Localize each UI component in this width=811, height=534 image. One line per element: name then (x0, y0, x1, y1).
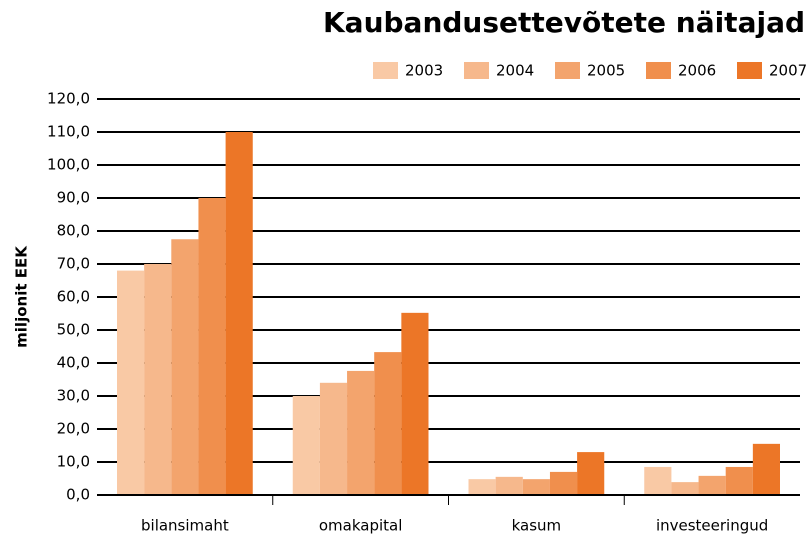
bar (117, 270, 145, 495)
bar (522, 479, 550, 495)
bar (319, 382, 348, 495)
bar (671, 482, 699, 495)
x-tick-label: kasum (512, 517, 562, 534)
bar (495, 476, 523, 495)
bar (725, 466, 753, 495)
x-tick-label: bilansimaht (141, 517, 229, 534)
legend-label: 2005 (587, 62, 625, 80)
legend-swatch (737, 62, 762, 79)
y-tick-label: 100,0 (47, 156, 90, 174)
y-tick-label: 10,0 (57, 453, 90, 471)
y-tick-label: 110,0 (47, 123, 90, 141)
y-tick-label: 70,0 (57, 255, 90, 273)
y-axis-label: miljonit EEK (13, 245, 31, 348)
y-tick-label: 20,0 (57, 420, 90, 438)
x-tick-label: omakapital (319, 517, 403, 534)
legend-swatch (464, 62, 489, 79)
legend-label: 2003 (405, 62, 443, 80)
legend-label: 2006 (678, 62, 716, 80)
bar (549, 471, 578, 495)
bar (752, 443, 780, 495)
y-tick-label: 30,0 (57, 387, 90, 405)
bar (171, 239, 199, 495)
y-tick-label: 0,0 (66, 486, 90, 504)
bar (144, 264, 172, 495)
x-tick-label: investeeringud (656, 517, 768, 534)
bar (468, 479, 496, 495)
legend-label: 2007 (769, 62, 807, 80)
y-tick-label: 60,0 (57, 288, 90, 306)
chart-title: Kaubandusettevõtete näitajad (323, 6, 805, 39)
bar (644, 466, 672, 495)
legend-swatch (373, 62, 398, 79)
bar (374, 352, 402, 495)
y-tick-label: 50,0 (57, 321, 90, 339)
legend-swatch (555, 62, 580, 79)
y-tick-label: 80,0 (57, 222, 90, 240)
y-tick-label: 40,0 (57, 354, 90, 372)
legend-swatch (646, 62, 671, 79)
legend-label: 2004 (496, 62, 534, 80)
bar (577, 452, 605, 495)
y-tick-label: 90,0 (57, 189, 90, 207)
bar (198, 198, 226, 495)
bar (225, 132, 253, 495)
bar (347, 370, 375, 495)
bar (698, 475, 726, 495)
y-tick-label: 120,0 (47, 90, 90, 108)
bar (401, 312, 429, 495)
bar (292, 396, 320, 495)
